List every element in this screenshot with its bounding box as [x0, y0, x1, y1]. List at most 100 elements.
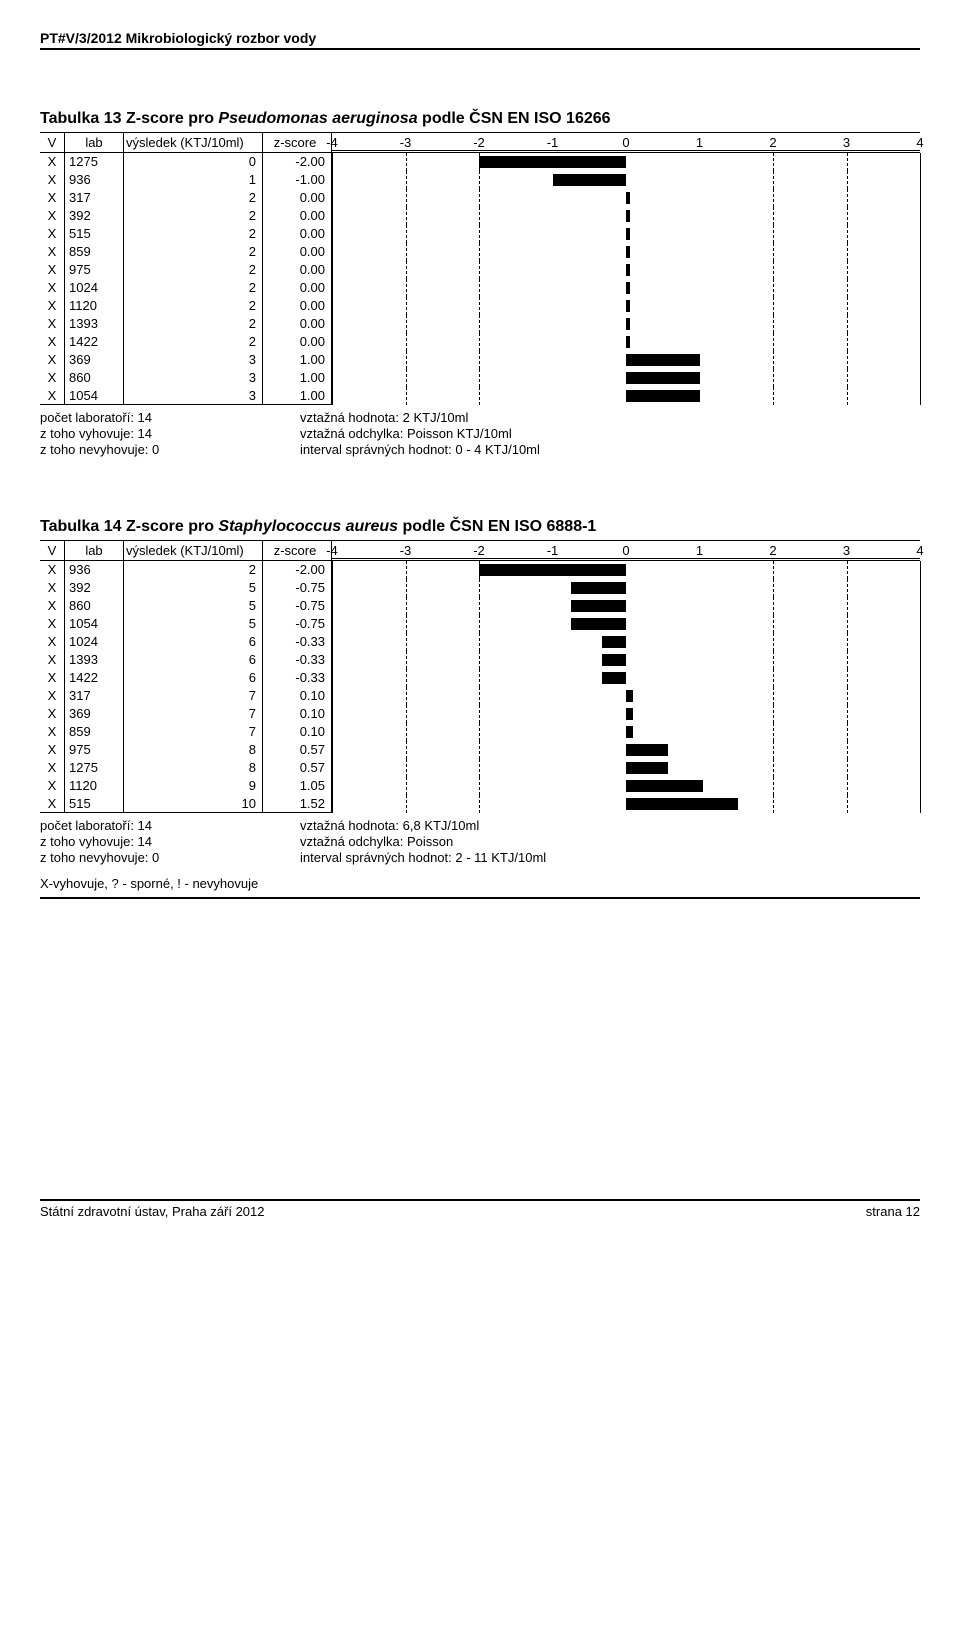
axis-tick: -1: [547, 135, 559, 150]
row-v: X: [40, 705, 65, 723]
row-result: 2: [124, 333, 263, 351]
table-row: X10246-0.33: [40, 633, 920, 651]
axis-tick: -4: [326, 135, 338, 150]
row-result: 7: [124, 723, 263, 741]
page-header: PT#V/3/2012 Mikrobiologický rozbor vody: [40, 30, 920, 50]
zscore-bar: [626, 300, 630, 312]
row-zscore: 0.57: [263, 741, 332, 759]
row-zscore: -0.75: [263, 597, 332, 615]
row-v: X: [40, 153, 65, 171]
table-13-section: Tabulka 13 Z-score pro Pseudomonas aerug…: [40, 110, 920, 458]
row-lab: 1275: [65, 759, 124, 777]
t14-sum-l1: počet laboratoří: 14: [40, 818, 300, 833]
row-chart: [332, 633, 920, 651]
table-row: X31720.00: [40, 189, 920, 207]
axis-tick: -1: [547, 543, 559, 558]
table-row: X9362-2.00: [40, 561, 920, 579]
row-lab: 859: [65, 723, 124, 741]
zscore-bar: [626, 372, 700, 384]
row-lab: 1393: [65, 315, 124, 333]
row-chart: [332, 333, 920, 351]
row-v: X: [40, 687, 65, 705]
axis-tick: 2: [769, 135, 776, 150]
row-lab: 369: [65, 705, 124, 723]
row-v: X: [40, 369, 65, 387]
row-v: X: [40, 243, 65, 261]
head-chart-axis: -4-3-2-101234: [332, 133, 920, 153]
row-lab: 1422: [65, 669, 124, 687]
zscore-bar: [553, 174, 627, 186]
row-v: X: [40, 207, 65, 225]
head-lab-2: lab: [65, 541, 124, 561]
t14-sum-r2: vztažná odchylka: Poisson: [300, 834, 920, 849]
row-zscore: 0.00: [263, 207, 332, 225]
legend: X-vyhovuje, ? - sporné, ! - nevyhovuje: [40, 876, 920, 899]
row-v: X: [40, 351, 65, 369]
axis-tick: 1: [696, 135, 703, 150]
row-lab: 860: [65, 369, 124, 387]
row-chart: [332, 615, 920, 633]
axis-tick: 1: [696, 543, 703, 558]
row-chart: [332, 189, 920, 207]
row-zscore: 1.05: [263, 777, 332, 795]
row-chart: [332, 261, 920, 279]
row-lab: 1024: [65, 279, 124, 297]
zscore-bar: [479, 156, 626, 168]
t14-sum-r1: vztažná hodnota: 6,8 KTJ/10ml: [300, 818, 920, 833]
row-chart: [332, 561, 920, 579]
row-chart: [332, 387, 920, 405]
t13-sum-l2: z toho vyhovuje: 14: [40, 426, 300, 441]
table-row: X97520.00: [40, 261, 920, 279]
row-result: 2: [124, 243, 263, 261]
table-row: X139320.00: [40, 315, 920, 333]
table-13-summary: počet laboratoří: 14 z toho vyhovuje: 14…: [40, 409, 920, 458]
row-v: X: [40, 561, 65, 579]
head-v-2: V: [40, 541, 65, 561]
row-zscore: 1.00: [263, 387, 332, 405]
table-row: X51520.00: [40, 225, 920, 243]
t14-sum-l2: z toho vyhovuje: 14: [40, 834, 300, 849]
title-14-italic: Staphylococcus aureus: [218, 518, 398, 535]
row-lab: 317: [65, 189, 124, 207]
row-zscore: -0.33: [263, 651, 332, 669]
row-v: X: [40, 189, 65, 207]
row-lab: 1422: [65, 333, 124, 351]
row-chart: [332, 171, 920, 189]
row-lab: 936: [65, 171, 124, 189]
table-row: X10545-0.75: [40, 615, 920, 633]
table-row: X31770.10: [40, 687, 920, 705]
row-lab: 1275: [65, 153, 124, 171]
head-lab: lab: [65, 133, 124, 153]
row-v: X: [40, 333, 65, 351]
table-14-title: Tabulka 14 Z-score pro Staphylococcus au…: [40, 518, 920, 536]
page-footer: Státní zdravotní ústav, Praha září 2012 …: [40, 1199, 920, 1219]
table-row: X14226-0.33: [40, 669, 920, 687]
axis-tick: 2: [769, 543, 776, 558]
zscore-bar: [571, 582, 626, 594]
row-result: 2: [124, 189, 263, 207]
row-zscore: 0.00: [263, 189, 332, 207]
zscore-bar: [626, 762, 668, 774]
row-v: X: [40, 387, 65, 405]
head-v: V: [40, 133, 65, 153]
table-row: X97580.57: [40, 741, 920, 759]
row-result: 6: [124, 669, 263, 687]
table-row: X9361-1.00: [40, 171, 920, 189]
row-v: X: [40, 597, 65, 615]
row-result: 8: [124, 741, 263, 759]
row-zscore: 0.00: [263, 297, 332, 315]
table-row: X3925-0.75: [40, 579, 920, 597]
row-result: 6: [124, 651, 263, 669]
row-chart: [332, 687, 920, 705]
table-row: X142220.00: [40, 333, 920, 351]
row-zscore: 0.00: [263, 225, 332, 243]
zscore-bar: [626, 708, 633, 720]
table-row: X85920.00: [40, 243, 920, 261]
table-row: X515101.52: [40, 795, 920, 813]
axis-tick: 0: [622, 135, 629, 150]
row-v: X: [40, 777, 65, 795]
axis-tick: -2: [473, 543, 485, 558]
axis-tick: -4: [326, 543, 338, 558]
row-result: 7: [124, 705, 263, 723]
row-v: X: [40, 297, 65, 315]
